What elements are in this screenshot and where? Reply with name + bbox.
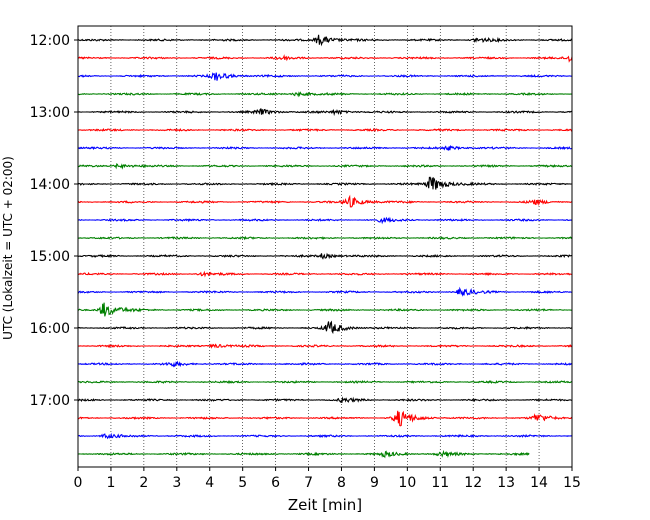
y-axis-title: UTC (Lokalzeit = UTC + 02:00) <box>1 156 15 340</box>
trace-1515 <box>77 270 573 278</box>
y-tick-label: 17:00 <box>30 393 70 409</box>
x-tick-label: 2 <box>139 475 148 491</box>
trace-1430 <box>77 216 573 225</box>
trace-1730 <box>77 432 573 440</box>
x-tick-label: 9 <box>370 475 379 491</box>
traces <box>77 34 573 459</box>
x-tick-label: 8 <box>337 475 346 491</box>
x-tick-label: 3 <box>172 475 181 491</box>
x-tick-label: 4 <box>205 475 214 491</box>
y-tick-label: 13:00 <box>30 105 70 121</box>
trace-1645 <box>77 379 573 385</box>
trace-1345 <box>77 162 572 170</box>
trace-1545 <box>78 302 572 317</box>
y-tick-label: 16:00 <box>30 321 70 337</box>
x-tick-label: 7 <box>304 475 313 491</box>
trace-1400 <box>77 176 572 190</box>
trace-1615 <box>78 343 573 349</box>
trace-1700 <box>77 396 573 403</box>
trace-1230 <box>77 72 573 81</box>
trace-1745 <box>77 449 530 459</box>
trace-1500 <box>77 252 573 260</box>
trace-1215 <box>78 54 573 63</box>
x-axis-ticks: 0 1 2 3 4 5 6 7 8 9 10 11 12 13 14 15 <box>74 467 581 491</box>
trace-1415 <box>77 194 573 208</box>
trace-1315 <box>77 127 573 133</box>
trace-1200 <box>77 34 572 47</box>
x-tick-label: 5 <box>238 475 247 491</box>
trace-1600 <box>77 320 573 335</box>
x-axis-title: Zeit [min] <box>288 496 362 514</box>
x-tick-label: 12 <box>464 475 482 491</box>
x-tick-label: 10 <box>398 475 416 491</box>
y-tick-label: 14:00 <box>30 177 70 193</box>
plot-frame <box>77 25 573 468</box>
x-tick-label: 11 <box>431 475 449 491</box>
trace-1530 <box>77 286 573 297</box>
trace-1715 <box>78 410 573 427</box>
y-axis-ticks: 12:00 13:00 14:00 15:00 16:00 17:00 <box>30 33 78 409</box>
x-tick-label: 6 <box>271 475 280 491</box>
trace-1245 <box>77 91 572 98</box>
y-tick-label: 12:00 <box>30 33 70 49</box>
x-tick-label: 0 <box>74 475 83 491</box>
trace-1630 <box>77 360 573 368</box>
trace-1330 <box>77 144 573 151</box>
trace-1300 <box>77 107 573 117</box>
x-tick-label: 14 <box>530 475 548 491</box>
x-tick-label: 1 <box>106 475 115 491</box>
x-tick-label: 15 <box>563 475 581 491</box>
x-tick-label: 13 <box>497 475 515 491</box>
y-tick-label: 15:00 <box>30 249 70 265</box>
trace-1445 <box>77 235 573 241</box>
